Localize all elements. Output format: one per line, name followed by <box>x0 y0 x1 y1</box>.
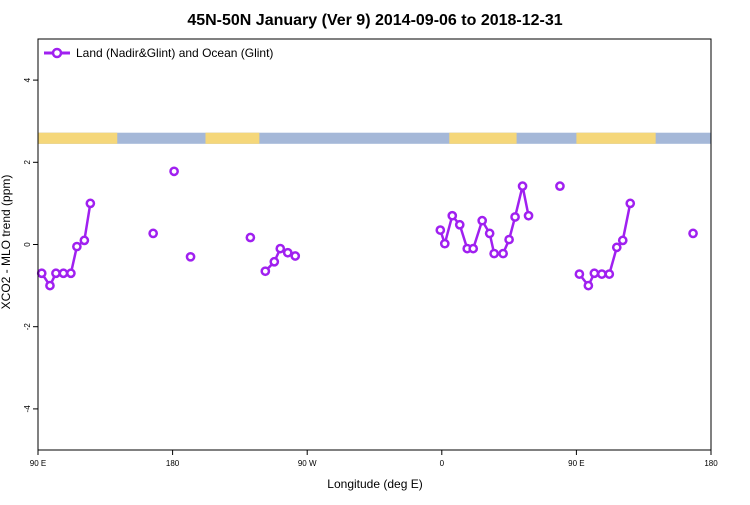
land-segment <box>38 132 118 144</box>
data-point <box>79 235 90 246</box>
data-point <box>489 248 499 259</box>
data-series <box>36 166 698 291</box>
data-point <box>454 219 465 230</box>
data-point <box>275 243 286 254</box>
data-point <box>282 247 293 258</box>
legend-label: Land (Nadir&Glint) and Ocean (Glint) <box>76 46 273 60</box>
data-point <box>447 210 458 221</box>
data-point <box>185 251 196 262</box>
data-point <box>498 248 508 259</box>
x-tick-label: 180 <box>166 459 180 468</box>
y-tick-label: 0 <box>23 242 32 247</box>
legend: Land (Nadir&Glint) and Ocean (Glint) <box>44 46 273 60</box>
data-point <box>148 228 159 239</box>
data-point <box>596 269 607 279</box>
data-point <box>51 268 61 279</box>
data-point <box>72 241 82 252</box>
data-point <box>523 210 534 221</box>
data-point <box>504 234 514 245</box>
x-tick-label: 90 E <box>30 459 46 468</box>
data-point <box>574 269 585 279</box>
land-segment <box>576 132 656 144</box>
data-point <box>290 251 301 261</box>
data-point <box>625 198 636 209</box>
data-point <box>66 268 76 279</box>
data-point <box>617 235 628 246</box>
x-tick-label: 90 E <box>568 459 584 468</box>
data-point <box>169 166 179 177</box>
data-point <box>36 268 47 279</box>
data-point <box>85 198 96 209</box>
data-point <box>510 212 520 222</box>
data-point <box>435 225 446 235</box>
data-point <box>583 280 594 291</box>
y-tick-label: 2 <box>23 160 32 165</box>
data-point <box>477 215 488 226</box>
y-tick-label: -4 <box>23 405 32 413</box>
data-point <box>58 268 69 279</box>
y-tick-label: 4 <box>23 77 32 82</box>
y-tick-label: -2 <box>23 323 32 331</box>
x-tick-label: 180 <box>704 459 718 468</box>
y-axis-label: XCO2 - MLO trend (ppm) <box>0 175 13 310</box>
x-tick-label: 0 <box>440 459 445 468</box>
land-segment <box>205 132 260 144</box>
x-tick-label: 90 W <box>298 459 317 468</box>
data-point <box>517 181 528 191</box>
data-point <box>484 228 495 239</box>
data-point <box>604 269 615 279</box>
x-axis: 90 E 180 90 W 0 90 E 180 <box>30 450 718 468</box>
data-point <box>269 256 280 267</box>
y-axis: -4 -2 0 2 4 <box>23 77 38 412</box>
data-point <box>555 181 565 191</box>
data-point <box>611 242 622 253</box>
data-point <box>245 232 256 243</box>
x-axis-label: Longitude (deg E) <box>327 477 422 491</box>
data-point <box>260 266 271 277</box>
data-point <box>45 280 55 291</box>
data-point <box>439 238 450 249</box>
data-point <box>468 243 479 254</box>
plot-frame <box>37 38 712 451</box>
data-point <box>589 268 600 279</box>
legend-marker <box>51 47 63 59</box>
surface-band <box>38 132 711 144</box>
ocean-band <box>38 132 711 144</box>
land-segment <box>449 132 517 144</box>
chart-title: 45N-50N January (Ver 9) 2014-09-06 to 20… <box>187 12 562 29</box>
data-point <box>688 228 698 239</box>
